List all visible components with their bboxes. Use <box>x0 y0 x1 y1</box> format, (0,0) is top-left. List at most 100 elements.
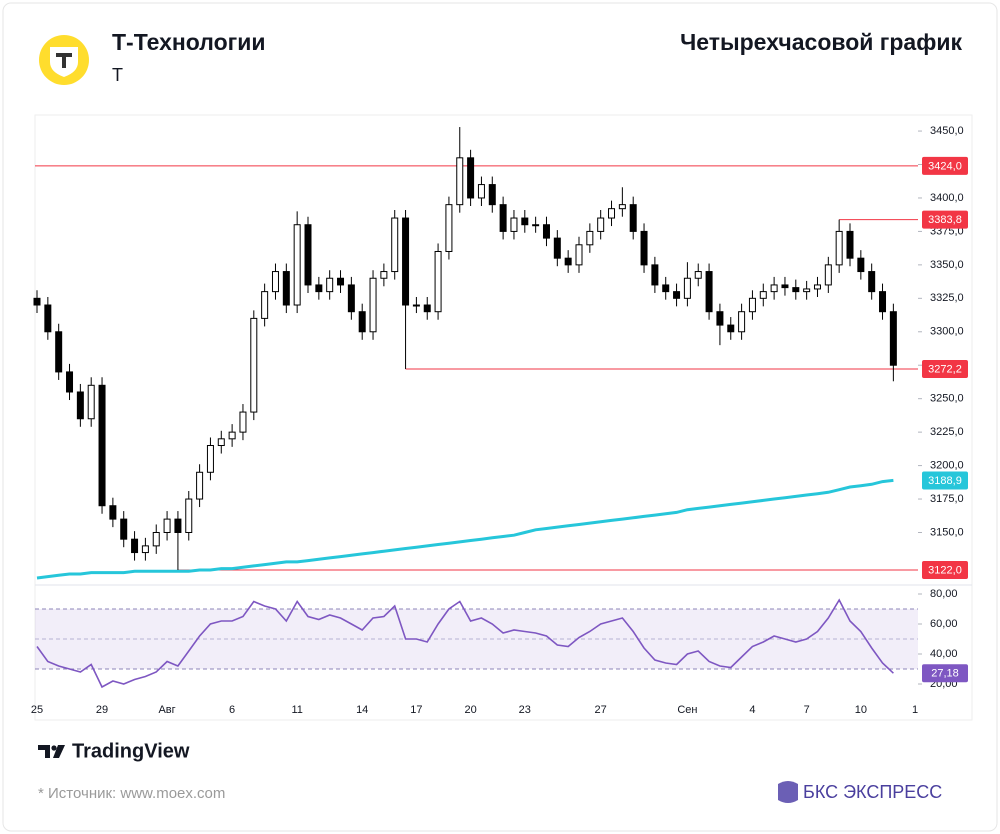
x-tick-label: Авг <box>158 704 175 716</box>
tradingview: TradingView <box>72 740 190 762</box>
level-label-box <box>922 210 968 229</box>
candle-body <box>445 204 453 252</box>
candle-body <box>651 264 659 286</box>
y-tick-label: 3225,0 <box>930 426 964 438</box>
y-tick-label: 3400,0 <box>930 192 964 204</box>
candle-body <box>261 291 269 319</box>
moving-average <box>36 478 894 580</box>
level-label: 3424,0 <box>928 160 962 172</box>
candle-body <box>824 264 832 286</box>
candle-body <box>564 257 572 266</box>
level-label-box <box>922 560 968 579</box>
candle-body <box>542 224 550 239</box>
candle-body <box>44 304 52 333</box>
candle-body <box>66 371 74 393</box>
y-tick-label: 3250,0 <box>930 393 964 405</box>
y-tick-label: 3175,0 <box>930 493 964 505</box>
candle-body <box>748 297 756 313</box>
brand: БКС ЭКСПРЕСС <box>803 782 942 802</box>
x-tick-label: 6 <box>229 704 235 716</box>
candle-body <box>803 288 811 293</box>
candle-body <box>152 531 160 547</box>
candle-body <box>813 284 821 290</box>
rsi-tick-label: 80,00 <box>930 588 958 600</box>
candle-body <box>412 304 420 307</box>
candle-body <box>423 304 431 313</box>
candle-body <box>369 277 377 333</box>
y-tick-label: 3200,0 <box>930 459 964 471</box>
candle-body <box>380 271 388 279</box>
candle-body <box>228 431 236 440</box>
y-tick-label: 3300,0 <box>930 326 964 338</box>
brand-logo <box>778 781 798 803</box>
candle-body <box>76 391 84 420</box>
candle-body <box>488 184 496 206</box>
x-tick-label: 4 <box>749 704 755 716</box>
rsi-line <box>36 598 894 689</box>
level-label: 3272,2 <box>928 363 962 375</box>
candle-body <box>141 545 149 554</box>
logo <box>39 35 89 85</box>
candle-body <box>109 505 117 520</box>
candle-body <box>640 230 648 266</box>
candle-body <box>98 384 106 507</box>
candle-body <box>781 284 789 289</box>
candle-body <box>662 284 670 293</box>
candle-body <box>434 250 442 313</box>
candle-body <box>55 331 63 373</box>
rsi-label-box <box>922 664 968 683</box>
x-tick-label: 7 <box>804 704 810 716</box>
candle-body <box>185 498 193 533</box>
x-tick-label: 23 <box>519 704 531 716</box>
level-label: 3122,0 <box>928 564 962 576</box>
candle-body <box>337 277 345 286</box>
candle-body <box>857 257 865 273</box>
rsi-tick-label: 60,00 <box>930 618 958 630</box>
candle-body <box>694 271 702 279</box>
x-tick-label: Сен <box>677 704 697 716</box>
rsi-label: 27,18 <box>931 668 959 680</box>
candle-body <box>683 277 691 299</box>
subtitle: T <box>112 65 123 85</box>
plot-frame <box>34 114 973 721</box>
candle-body <box>358 311 366 333</box>
x-tick-label: 14 <box>356 704 368 716</box>
level-label: 3383,8 <box>928 214 962 226</box>
level-label-box <box>922 156 968 175</box>
candle-body <box>608 208 616 219</box>
candle-body <box>499 204 507 232</box>
candle-body <box>575 244 583 266</box>
candle-body <box>792 287 800 293</box>
candle-body <box>315 284 323 293</box>
x-tick-label: 27 <box>595 704 607 716</box>
candle-body <box>391 217 399 273</box>
candle-body <box>467 157 475 199</box>
candle-body <box>716 311 724 326</box>
candle-body <box>282 271 290 306</box>
x-tick-label: 17 <box>410 704 422 716</box>
y-tick-label: 3150,0 <box>930 526 964 538</box>
candle-body <box>597 217 605 232</box>
candle-body <box>477 184 485 199</box>
candle-body <box>33 297 41 306</box>
y-tick-label: 3325,0 <box>930 292 964 304</box>
rsi-tick-label: 40,00 <box>930 648 958 660</box>
candle-body <box>759 291 767 299</box>
candle-body <box>131 538 139 554</box>
x-tick-label: 20 <box>464 704 476 716</box>
chart-caption: Четырехчасовой график <box>680 29 962 55</box>
candle-body <box>618 204 626 210</box>
candle-body <box>347 284 355 313</box>
candle-body <box>293 224 301 306</box>
candle-body <box>770 284 778 293</box>
y-tick-label: 3350,0 <box>930 259 964 271</box>
candle-body <box>174 518 182 533</box>
candle-body <box>738 311 746 333</box>
candle-body <box>835 230 843 266</box>
candle-body <box>553 237 561 259</box>
candle-body <box>271 271 279 293</box>
